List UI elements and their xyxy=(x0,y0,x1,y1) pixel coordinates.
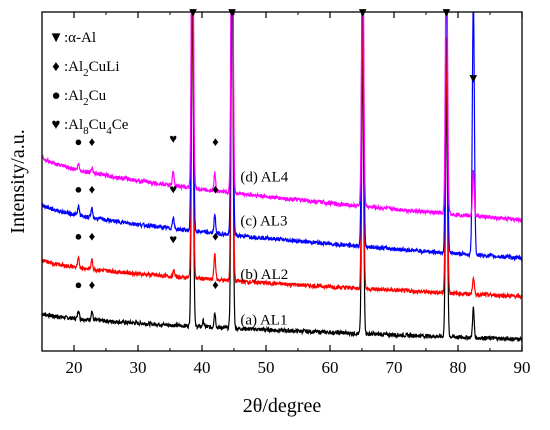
series-label-3: (c) AL3 xyxy=(240,214,287,230)
x-tick-label: 60 xyxy=(322,358,339,377)
x-tick-label: 70 xyxy=(386,358,403,377)
legend-al2cu-label: :Al2Cu xyxy=(64,88,107,108)
alpha-al-marker: ▼ xyxy=(467,71,480,86)
al2cu-marker: ● xyxy=(75,277,83,292)
al2cu-marker: ● xyxy=(75,181,83,196)
x-tick-label: 50 xyxy=(258,358,275,377)
al2cu-marker: ● xyxy=(75,134,83,149)
al8cu4ce-marker: ♥ xyxy=(169,131,177,146)
series-line-2 xyxy=(42,12,522,301)
x-tick-label: 30 xyxy=(130,358,147,377)
al2culi-marker: ♦ xyxy=(212,134,219,149)
x-tick-label: 40 xyxy=(194,358,211,377)
legend-al2cu-symbol: ● xyxy=(51,88,60,104)
al2culi-marker: ♦ xyxy=(212,277,219,292)
peak-marker-layer: ▼ ▼ ▼ ▼▼● ♦ ♥ ♦● ♦ ♥ ♦● ♦ ♥ ♦● ♦ ♦ xyxy=(75,4,480,292)
series-label-2: (b) AL2 xyxy=(240,267,288,283)
series-line-1 xyxy=(42,12,522,343)
al8cu4ce-marker: ♥ xyxy=(169,231,177,246)
legend-al8cu4ce-symbol: ♥ xyxy=(52,117,61,133)
legend-alpha-al-symbol: ▼ xyxy=(49,30,64,46)
y-axis-title: Intensity/a.u. xyxy=(7,129,29,233)
al2culi-marker: ♦ xyxy=(89,134,96,149)
legend-al2culi-label: :Al2CuLi xyxy=(64,59,120,79)
x-tick-label: 20 xyxy=(66,358,83,377)
al2culi-marker: ♦ xyxy=(89,181,96,196)
series-label-4: (d) AL4 xyxy=(240,170,288,186)
al2culi-marker: ♦ xyxy=(89,228,96,243)
al2culi-marker: ♦ xyxy=(212,228,219,243)
legend: ▼:α-Al♦:Al2CuLi●:Al2Cu♥:Al8Cu4Ce xyxy=(49,30,129,137)
al2culi-marker: ♦ xyxy=(212,181,219,196)
legend-alpha-al-label: :α-Al xyxy=(64,30,96,46)
series-label-1: (a) AL1 xyxy=(240,312,287,328)
series-line-4 xyxy=(42,12,522,224)
al2cu-marker: ● xyxy=(75,228,83,243)
series-line-3 xyxy=(42,12,522,262)
series-label-layer: (a) AL1 (b) AL2 (c) AL3 (d) AL4 xyxy=(240,170,288,329)
legend-al2culi-symbol: ♦ xyxy=(52,59,60,75)
x-tick-label: 80 xyxy=(450,358,467,377)
al8cu4ce-marker: ♥ xyxy=(169,181,177,196)
legend-al8cu4ce-label: :Al8Cu4Ce xyxy=(64,117,129,137)
plot-frame xyxy=(41,11,523,352)
x-axis-title: 2θ/degree xyxy=(243,395,322,417)
series-layer xyxy=(42,12,522,343)
x-tick-label: 90 xyxy=(514,358,531,377)
axes: 20 30 40 50 60 70 80 90 xyxy=(41,11,531,377)
al2culi-marker: ♦ xyxy=(89,277,96,292)
